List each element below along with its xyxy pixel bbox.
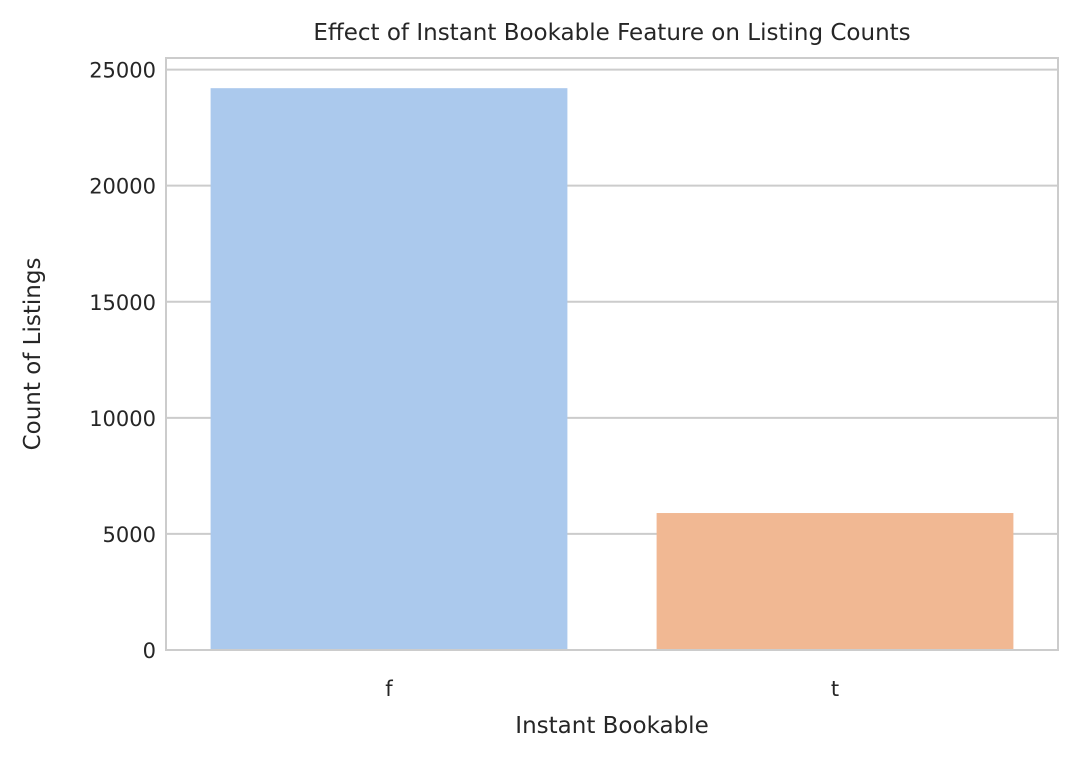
x-axis-label: Instant Bookable <box>515 713 708 739</box>
y-tick-label: 5000 <box>103 523 156 547</box>
x-tick-label: t <box>831 677 839 701</box>
y-tick-label: 25000 <box>89 59 156 83</box>
x-tick-label: f <box>385 677 393 701</box>
chart-title: Effect of Instant Bookable Feature on Li… <box>313 20 910 46</box>
y-axis-label: Count of Listings <box>20 258 46 451</box>
plot-frame <box>165 57 1059 651</box>
y-axis-ticks: 0 5000 10000 15000 20000 25000 <box>89 59 156 663</box>
y-tick-label: 20000 <box>89 175 156 199</box>
bar-f <box>210 88 568 650</box>
bar-t <box>656 513 1014 650</box>
bars <box>210 88 1014 650</box>
y-tick-label: 10000 <box>89 407 156 431</box>
y-tick-label: 0 <box>143 639 156 663</box>
y-tick-label: 15000 <box>89 291 156 315</box>
